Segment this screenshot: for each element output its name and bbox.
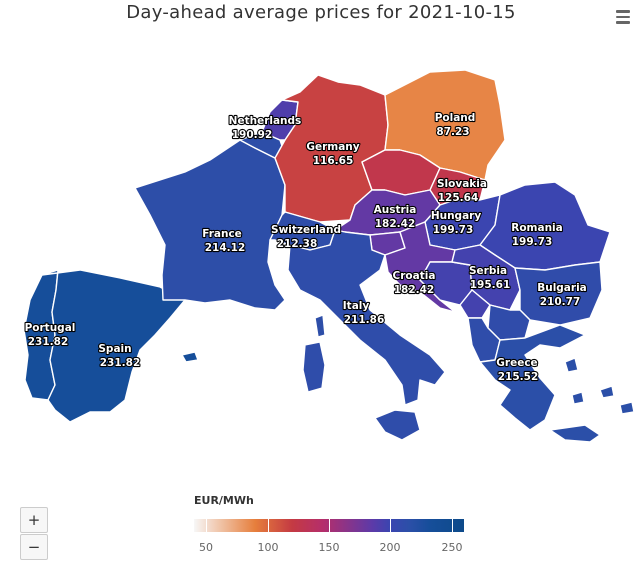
country-portugal[interactable]: [23, 269, 59, 401]
label-germany: Germany 116.65: [306, 141, 359, 167]
legend-tick-mark: [268, 519, 269, 532]
legend-tick-label: 50: [199, 541, 213, 554]
label-slovakia: Slovakia 125.64: [437, 178, 487, 204]
label-switzerland: Switzerland 212.38: [271, 224, 341, 250]
country-italy-sardinia[interactable]: [302, 341, 326, 393]
greek-island[interactable]: [571, 391, 585, 405]
map-title: Day-ahead average prices for 2021-10-15: [126, 2, 516, 23]
zoom-in-button[interactable]: +: [20, 507, 48, 533]
country-bulgaria[interactable]: [514, 261, 603, 326]
label-hungary: Hungary 199.73: [431, 210, 482, 236]
label-italy: Italy 211.86: [343, 300, 385, 326]
country-greece[interactable]: [479, 324, 586, 431]
country-italy-sicily[interactable]: [374, 409, 421, 441]
label-spain: Spain 231.82: [98, 343, 140, 369]
label-croatia: Croatia 182.42: [393, 270, 436, 296]
label-poland: Poland 87.23: [435, 112, 476, 138]
label-serbia: Serbia 195.61: [469, 265, 510, 291]
legend-tick-mark: [390, 519, 391, 532]
legend-tick-mark: [329, 519, 330, 532]
country-italy[interactable]: [287, 229, 446, 406]
label-romania: Romania 199.73: [511, 222, 563, 248]
hamburger-menu-icon[interactable]: [612, 6, 634, 28]
label-netherlands: Netherlands 190.92: [229, 115, 302, 141]
label-bulgaria: Bulgaria 210.77: [537, 282, 587, 308]
legend-title: EUR/MWh: [194, 494, 254, 507]
legend-tick-label: 100: [257, 541, 279, 554]
country-spain-balearic[interactable]: [181, 351, 199, 363]
legend-tick-label: 200: [379, 541, 401, 554]
country-france[interactable]: [134, 139, 286, 311]
greek-island[interactable]: [619, 401, 635, 415]
country-labels: Netherlands 190.92 Germany 116.65 Poland 87…: [24, 111, 588, 384]
legend-tick-mark: [452, 519, 453, 532]
greek-island[interactable]: [599, 385, 615, 399]
label-greece: Greece 215.52: [496, 357, 538, 383]
legend-tick-label: 250: [441, 541, 463, 554]
label-austria: Austria 182.42: [374, 204, 417, 230]
legend-tick-mark: [206, 519, 207, 532]
label-france: France 214.12: [202, 228, 245, 254]
label-portugal: Portugal 231.82: [25, 322, 76, 348]
zoom-out-button[interactable]: −: [20, 534, 48, 560]
greek-island[interactable]: [564, 357, 579, 373]
country-montenegro[interactable]: [459, 289, 491, 319]
country-france-corsica[interactable]: [314, 314, 326, 338]
greek-island[interactable]: [549, 424, 601, 443]
legend-tick-label: 150: [318, 541, 340, 554]
